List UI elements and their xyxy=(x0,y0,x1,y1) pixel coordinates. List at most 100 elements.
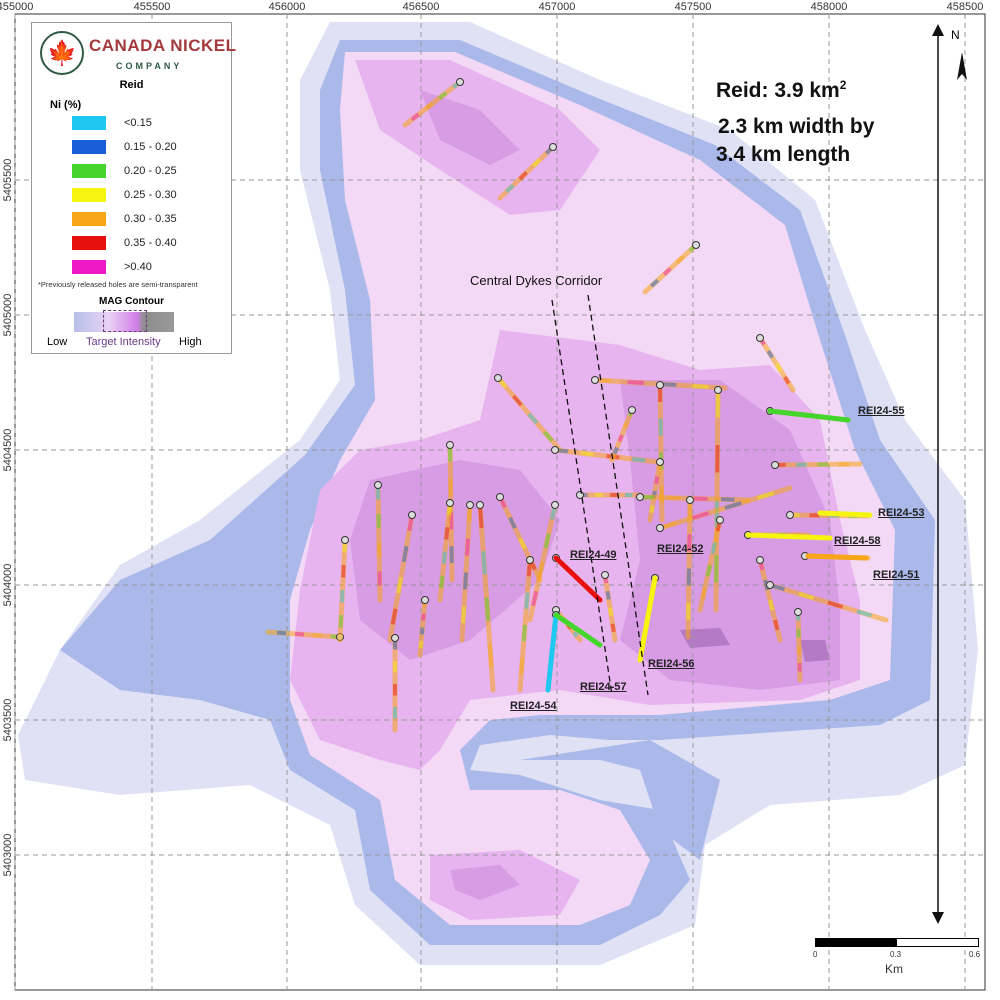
scale-bar xyxy=(815,938,979,947)
x-tick-label: 455500 xyxy=(134,1,171,13)
x-tick-label: 456500 xyxy=(403,1,440,13)
drill-holes xyxy=(265,78,889,733)
legend-swatch xyxy=(72,116,106,130)
collar-marker xyxy=(656,381,664,389)
new-drill-hole xyxy=(817,510,873,518)
legend-label: <0.15 xyxy=(124,117,152,129)
drill-hole-trace xyxy=(374,481,383,603)
logo-subtext: COMPANY xyxy=(116,61,183,71)
legend-label: >0.40 xyxy=(124,261,152,273)
legend-swatch xyxy=(72,236,106,250)
legend-label: 0.15 - 0.20 xyxy=(124,141,177,153)
mag-gradient-bar xyxy=(74,312,174,332)
drill-hole-trace xyxy=(387,511,416,643)
drill-hole-trace xyxy=(609,406,636,463)
x-tick-label: 458000 xyxy=(811,1,848,13)
drill-hole-trace xyxy=(697,516,724,613)
mag-low-label: Low xyxy=(47,336,68,348)
drill-hole-label[interactable]: REI24-52 xyxy=(657,543,704,555)
y-tick-label: 5405500 xyxy=(2,159,14,202)
collar-marker xyxy=(686,496,694,504)
x-tick-label: 455000 xyxy=(0,1,33,13)
scale-unit: Km xyxy=(885,962,903,976)
drill-hole-label[interactable]: REI24-58 xyxy=(834,535,881,547)
legend-panel: 🍁 CANADA NICKEL COMPANY Reid Ni (%) <0.1… xyxy=(31,22,236,354)
legend-item: >0.40 xyxy=(72,260,152,274)
collar-marker xyxy=(421,596,429,604)
new-drill-hole xyxy=(637,575,658,663)
x-tick-label: 458500 xyxy=(947,1,984,13)
drill-hole-trace xyxy=(517,556,534,693)
legend-swatch xyxy=(72,164,106,178)
mag-contour-dark-4 xyxy=(450,865,520,900)
drill-hole-trace xyxy=(391,634,399,733)
collar-marker xyxy=(656,458,664,466)
legend-item: <0.15 xyxy=(72,116,152,130)
collar-marker xyxy=(714,386,722,394)
drill-hole-trace xyxy=(476,501,496,693)
drill-hole-label[interactable]: REI24-49 xyxy=(570,549,617,561)
mag-contour-dark-3 xyxy=(420,90,520,165)
legend-item: 0.20 - 0.25 xyxy=(72,164,177,178)
collar-marker xyxy=(549,143,557,151)
drill-hole-label[interactable]: REI24-51 xyxy=(873,569,920,581)
collar-marker xyxy=(456,78,464,86)
drill-hole-trace xyxy=(337,536,349,643)
drill-hole-trace xyxy=(656,485,793,532)
mag-contour-title: MAG Contour xyxy=(99,296,164,307)
new-drill-hole xyxy=(767,408,851,423)
mag-contour-high-2 xyxy=(800,640,830,662)
drill-hole-trace xyxy=(527,501,559,623)
mag-high-label: High xyxy=(179,336,202,348)
drill-hole-trace xyxy=(642,241,700,295)
drill-hole-trace xyxy=(402,78,464,128)
collar-marker xyxy=(716,516,724,524)
legend-item: 0.30 - 0.35 xyxy=(72,212,177,226)
drill-hole-label[interactable]: REI24-56 xyxy=(648,658,695,670)
legend-item: 0.35 - 0.40 xyxy=(72,236,177,250)
drill-hole-trace xyxy=(766,581,889,623)
drill-hole-label[interactable]: REI24-53 xyxy=(878,507,925,519)
collar-marker xyxy=(576,491,584,499)
drill-hole-trace xyxy=(494,374,563,453)
collar-marker xyxy=(551,446,559,454)
y-tick-label: 5403500 xyxy=(2,699,14,742)
area-label: Reid: 3.9 km2 xyxy=(716,78,846,104)
collar-marker xyxy=(756,556,764,564)
collar-marker xyxy=(756,334,764,342)
legend-swatch xyxy=(72,140,106,154)
collar-marker xyxy=(636,493,644,501)
x-tick-label: 456000 xyxy=(269,1,306,13)
drill-hole-trace xyxy=(756,334,796,393)
drill-hole-label[interactable]: REI24-55 xyxy=(858,405,905,417)
drill-hole-label[interactable]: REI24-54 xyxy=(510,700,557,712)
drill-hole-trace xyxy=(601,571,618,643)
collar-marker xyxy=(341,536,349,544)
legend-label: 0.25 - 0.30 xyxy=(124,189,177,201)
maple-leaf-logo-icon: 🍁 xyxy=(40,31,84,75)
collar-marker xyxy=(408,511,416,519)
collar-marker xyxy=(446,441,454,449)
corridor-label: Central Dykes Corridor xyxy=(470,273,603,288)
y-tick-label: 5403000 xyxy=(2,834,14,877)
central-dykes-corridor-lines xyxy=(551,294,649,696)
drill-hole-trace xyxy=(459,501,474,643)
area-text: Reid: 3.9 km xyxy=(716,79,840,102)
y-tick-label: 5405000 xyxy=(2,294,14,337)
collar-marker xyxy=(771,461,779,469)
legend-subtitle: Ni (%) xyxy=(50,99,82,111)
drill-hole-trace xyxy=(794,608,803,683)
collar-marker xyxy=(628,406,636,414)
drill-hole-label[interactable]: REI24-57 xyxy=(580,681,627,693)
mag-contour-band-inner xyxy=(520,740,720,860)
scale-tick-0: 0 xyxy=(813,950,818,959)
collar-marker xyxy=(551,501,559,509)
legend-swatch xyxy=(72,260,106,274)
north-arrow xyxy=(932,24,967,924)
drill-hole-trace xyxy=(685,496,694,640)
collar-marker xyxy=(601,571,609,579)
collar-marker xyxy=(476,501,484,509)
y-tick-label: 5404000 xyxy=(2,564,14,607)
legend-label: 0.35 - 0.40 xyxy=(124,237,177,249)
